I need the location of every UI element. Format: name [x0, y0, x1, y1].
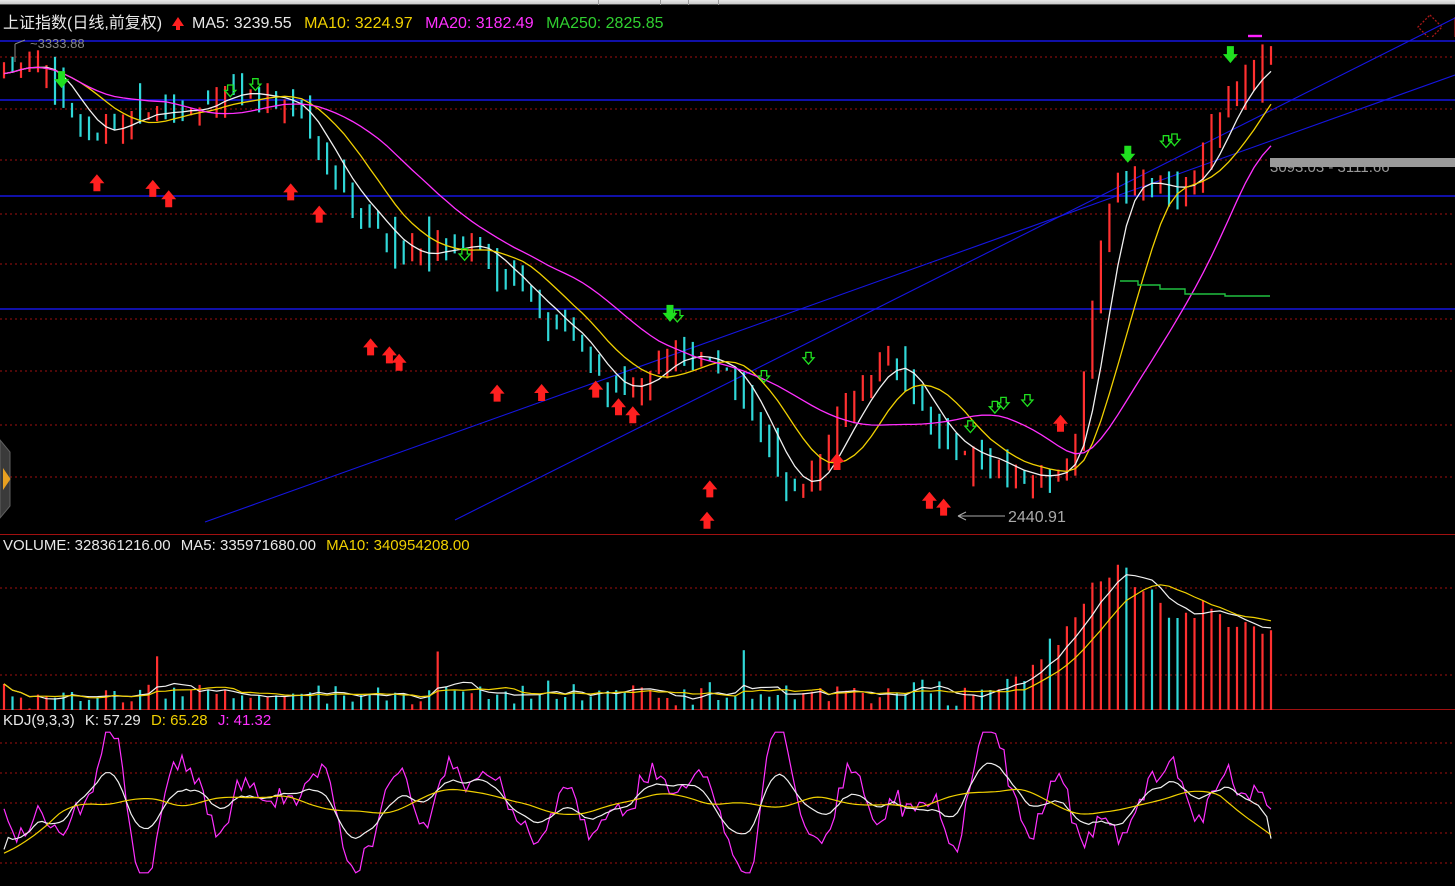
svg-text:3093.03 - 3111.66: 3093.03 - 3111.66: [1270, 159, 1390, 176]
svg-text:2440.91: 2440.91: [1008, 509, 1066, 526]
svg-text:~3333.88: ~3333.88: [30, 36, 85, 51]
